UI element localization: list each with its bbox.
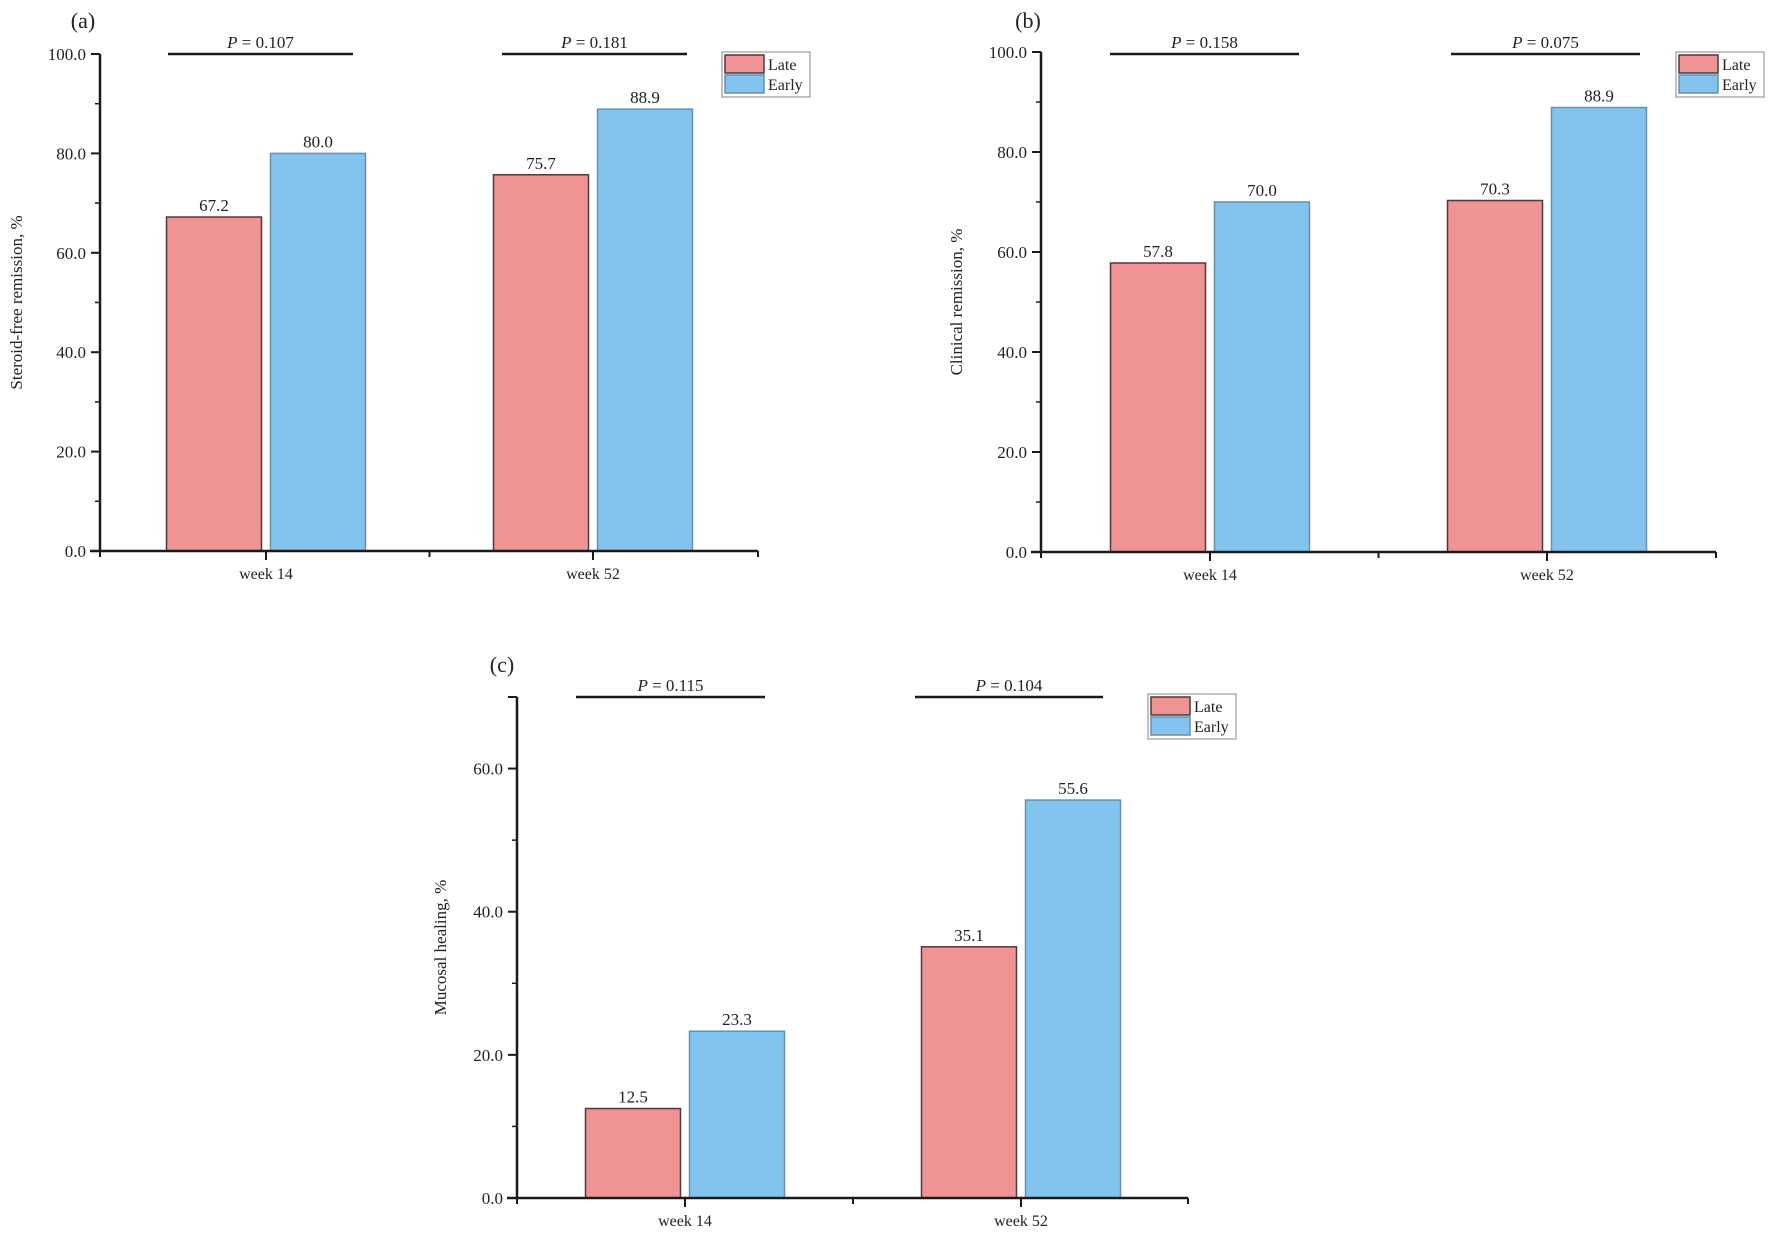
panel-label: (b) bbox=[1015, 8, 1041, 33]
legend-label-late: Late bbox=[768, 57, 796, 74]
p-value-label: P = 0.115 bbox=[636, 676, 703, 695]
p-symbol: P bbox=[975, 676, 986, 695]
x-tick-label: week 52 bbox=[1520, 567, 1574, 584]
y-tick-label: 60.0 bbox=[997, 243, 1027, 262]
p-value-text: = 0.104 bbox=[986, 676, 1043, 695]
x-tick-label: week 14 bbox=[658, 1213, 712, 1230]
x-tick-label: week 14 bbox=[239, 566, 293, 583]
p-value-label: P = 0.181 bbox=[560, 33, 628, 52]
bar-late-week-14 bbox=[584, 1107, 682, 1199]
value-label: 88.9 bbox=[1584, 87, 1614, 106]
legend-swatch-early bbox=[1678, 74, 1719, 94]
legend-swatch-early bbox=[724, 74, 765, 94]
y-tick-label: 100.0 bbox=[989, 43, 1027, 62]
panel-label: (a) bbox=[71, 8, 95, 33]
legend-label-late: Late bbox=[1194, 699, 1222, 716]
value-label: 55.6 bbox=[1058, 779, 1088, 798]
legend-label-early: Early bbox=[1722, 77, 1757, 94]
y-tick-label: 0.0 bbox=[482, 1189, 503, 1208]
bar-late-week-14 bbox=[165, 216, 263, 552]
bar-late-week-14 bbox=[1109, 262, 1207, 553]
panel-label: (c) bbox=[490, 652, 514, 677]
y-tick-label: 40.0 bbox=[56, 343, 86, 362]
p-value-text: = 0.181 bbox=[572, 33, 628, 52]
value-label: 23.3 bbox=[722, 1010, 752, 1029]
y-tick-label: 60.0 bbox=[473, 760, 503, 779]
legend-label-early: Early bbox=[1194, 719, 1229, 736]
value-label: 12.5 bbox=[618, 1088, 648, 1107]
p-symbol: P bbox=[1511, 33, 1522, 52]
y-tick-label: 40.0 bbox=[473, 903, 503, 922]
p-value-text: = 0.075 bbox=[1523, 33, 1579, 52]
x-tick-label: week 52 bbox=[566, 566, 620, 583]
chart-panel-b: (b) 57.8 70.0 70.3 88.9 0.0 20.0 40.0 60.0 80.0 10… bbox=[947, 8, 1765, 584]
y-axis-title: Clinical remission, % bbox=[947, 229, 966, 376]
chart-panel-a: (a) 67.2 80.0 75.7 88.9 0.0 20.0 40.0 60.0 80.0 10… bbox=[7, 8, 811, 583]
value-label: 70.0 bbox=[1247, 181, 1277, 200]
y-tick-label: 80.0 bbox=[997, 143, 1027, 162]
y-tick-label: 80.0 bbox=[56, 144, 86, 163]
legend-swatch-late bbox=[1678, 54, 1719, 74]
y-tick-label: 40.0 bbox=[997, 343, 1027, 362]
bar-late-week-52 bbox=[920, 946, 1018, 1199]
x-tick-label: week 52 bbox=[994, 1213, 1048, 1230]
y-tick-label: 20.0 bbox=[473, 1046, 503, 1065]
p-value-text: = 0.158 bbox=[1182, 33, 1238, 52]
y-tick-label: 20.0 bbox=[997, 443, 1027, 462]
value-label: 35.1 bbox=[954, 926, 984, 945]
p-symbol: P bbox=[560, 33, 571, 52]
bar-early-week-14 bbox=[1213, 201, 1311, 553]
value-label: 57.8 bbox=[1143, 242, 1173, 261]
legend-label-early: Early bbox=[768, 77, 803, 94]
bar-early-week-52 bbox=[1550, 106, 1648, 553]
legend: Late Early bbox=[1147, 693, 1237, 740]
p-symbol: P bbox=[1170, 33, 1181, 52]
bar-early-week-52 bbox=[596, 108, 694, 552]
legend-label-late: Late bbox=[1722, 57, 1750, 74]
y-axis-title: Steroid-free remission, % bbox=[7, 215, 26, 389]
legend-swatch-late bbox=[1150, 696, 1191, 716]
value-label: 80.0 bbox=[303, 132, 333, 151]
value-label: 75.7 bbox=[526, 154, 556, 173]
value-label: 67.2 bbox=[199, 196, 229, 215]
bar-late-week-52 bbox=[492, 174, 590, 552]
y-axis-title: Mucosal healing, % bbox=[431, 880, 450, 1016]
y-tick-label: 100.0 bbox=[48, 45, 86, 64]
y-tick-label: 0.0 bbox=[65, 542, 86, 561]
x-tick-label: week 14 bbox=[1183, 567, 1237, 584]
chart-panel-c: (c) 12.5 23.3 35.1 55.6 0.0 20.0 40.0 60.0 Mucosa… bbox=[431, 652, 1237, 1230]
bar-early-week-52 bbox=[1024, 799, 1122, 1199]
p-value-label: P = 0.075 bbox=[1511, 33, 1579, 52]
legend: Late Early bbox=[1675, 51, 1765, 98]
bar-early-week-14 bbox=[269, 152, 367, 552]
legend-swatch-late bbox=[724, 54, 765, 74]
value-label: 88.9 bbox=[630, 88, 660, 107]
p-symbol: P bbox=[636, 676, 647, 695]
p-symbol: P bbox=[226, 33, 237, 52]
y-tick-label: 20.0 bbox=[56, 443, 86, 462]
bar-early-week-14 bbox=[688, 1030, 786, 1199]
p-value-label: P = 0.107 bbox=[226, 33, 294, 52]
y-tick-label: 60.0 bbox=[56, 244, 86, 263]
bar-late-week-52 bbox=[1446, 199, 1544, 553]
y-tick-label: 0.0 bbox=[1006, 543, 1027, 562]
p-value-text: = 0.107 bbox=[238, 33, 295, 52]
legend: Late Early bbox=[721, 51, 811, 98]
p-value-label: P = 0.158 bbox=[1170, 33, 1238, 52]
value-label: 70.3 bbox=[1480, 180, 1510, 199]
legend-swatch-early bbox=[1150, 716, 1191, 736]
p-value-label: P = 0.104 bbox=[975, 676, 1043, 695]
p-value-text: = 0.115 bbox=[648, 676, 704, 695]
